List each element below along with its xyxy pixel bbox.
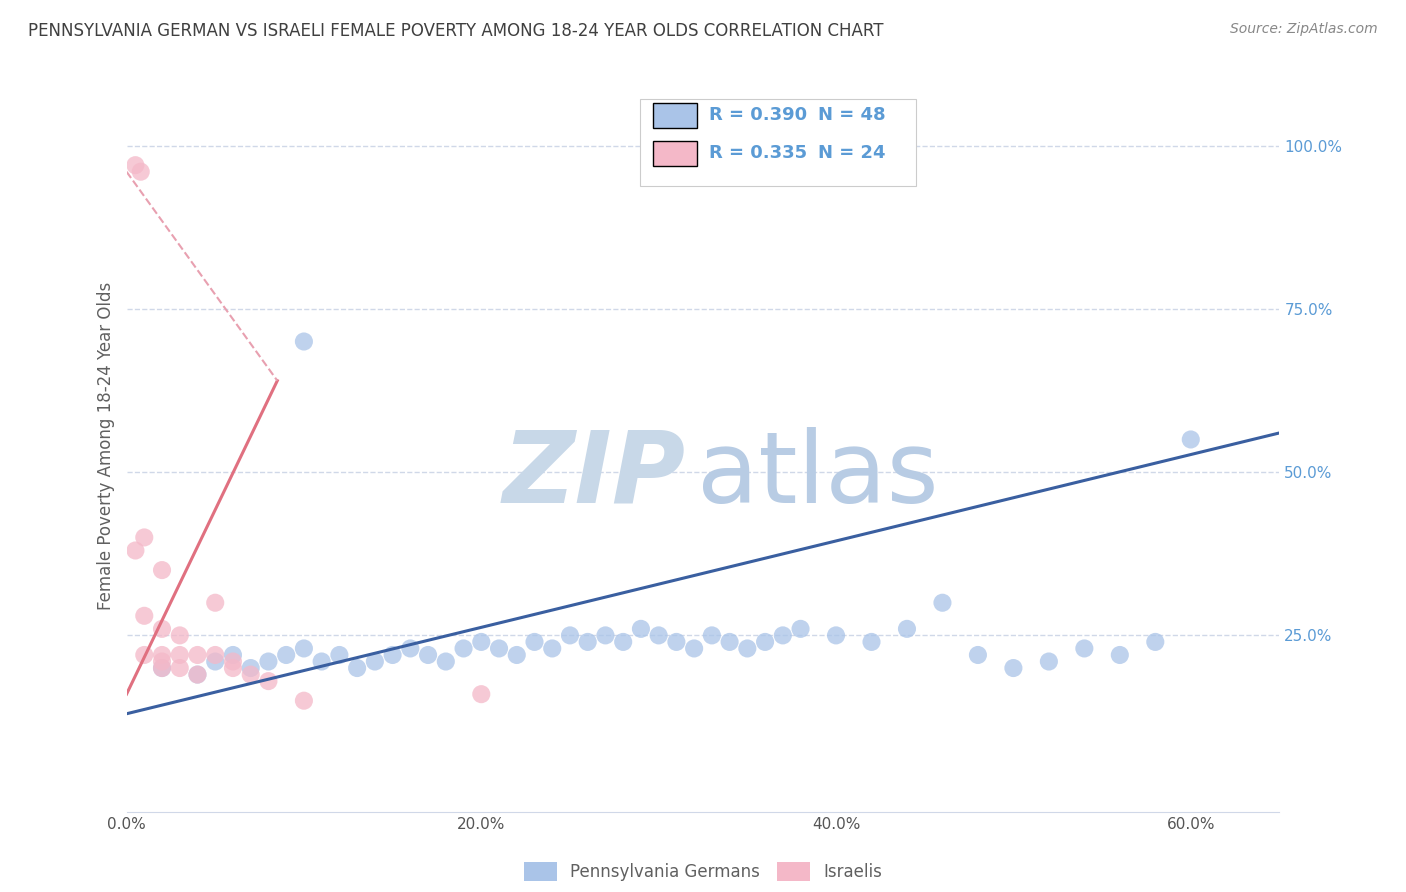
- Point: [328, 648, 350, 662]
- Point: [239, 667, 262, 681]
- Point: [124, 158, 146, 172]
- Point: [257, 674, 280, 689]
- Point: [364, 655, 387, 669]
- Text: R = 0.390: R = 0.390: [709, 105, 807, 124]
- Point: [134, 608, 156, 623]
- Point: [665, 635, 688, 649]
- Point: [737, 641, 759, 656]
- Point: [595, 628, 617, 642]
- Point: [718, 635, 741, 649]
- Point: [1180, 433, 1202, 447]
- Point: [169, 648, 191, 662]
- Point: [1108, 648, 1130, 662]
- Point: [311, 655, 333, 669]
- Point: [204, 655, 226, 669]
- Text: N = 24: N = 24: [818, 144, 886, 161]
- Text: atlas: atlas: [697, 426, 939, 524]
- Point: [129, 165, 152, 179]
- Point: [453, 641, 475, 656]
- Point: [488, 641, 510, 656]
- Point: [239, 661, 262, 675]
- Text: N = 48: N = 48: [818, 105, 886, 124]
- Point: [630, 622, 652, 636]
- Point: [292, 694, 315, 708]
- FancyBboxPatch shape: [640, 99, 917, 186]
- Point: [292, 334, 315, 349]
- Point: [150, 648, 173, 662]
- Point: [470, 687, 492, 701]
- Point: [276, 648, 298, 662]
- Point: [1038, 655, 1060, 669]
- Point: [150, 622, 173, 636]
- Point: [257, 655, 280, 669]
- Point: [612, 635, 634, 649]
- Legend: Pennsylvania Germans, Israelis: Pennsylvania Germans, Israelis: [517, 855, 889, 888]
- Point: [186, 667, 208, 681]
- Point: [1144, 635, 1167, 649]
- Point: [169, 661, 191, 675]
- Point: [772, 628, 794, 642]
- Point: [150, 563, 173, 577]
- Point: [399, 641, 422, 656]
- Point: [222, 661, 245, 675]
- Point: [647, 628, 669, 642]
- Point: [541, 641, 564, 656]
- Point: [150, 661, 173, 675]
- Point: [124, 543, 146, 558]
- Point: [523, 635, 546, 649]
- FancyBboxPatch shape: [654, 103, 697, 128]
- Point: [576, 635, 599, 649]
- Point: [416, 648, 439, 662]
- Point: [134, 530, 156, 544]
- Point: [931, 596, 953, 610]
- Point: [967, 648, 990, 662]
- Text: Source: ZipAtlas.com: Source: ZipAtlas.com: [1230, 22, 1378, 37]
- Point: [204, 596, 226, 610]
- Point: [134, 648, 156, 662]
- Point: [825, 628, 848, 642]
- FancyBboxPatch shape: [654, 141, 697, 166]
- Point: [381, 648, 404, 662]
- Y-axis label: Female Poverty Among 18-24 Year Olds: Female Poverty Among 18-24 Year Olds: [97, 282, 115, 610]
- Point: [204, 648, 226, 662]
- Point: [558, 628, 581, 642]
- Point: [292, 641, 315, 656]
- Point: [186, 648, 208, 662]
- Point: [683, 641, 706, 656]
- Text: R = 0.335: R = 0.335: [709, 144, 807, 161]
- Point: [470, 635, 492, 649]
- Point: [169, 628, 191, 642]
- Point: [346, 661, 368, 675]
- Text: ZIP: ZIP: [503, 426, 686, 524]
- Point: [150, 655, 173, 669]
- Point: [1073, 641, 1095, 656]
- Text: PENNSYLVANIA GERMAN VS ISRAELI FEMALE POVERTY AMONG 18-24 YEAR OLDS CORRELATION : PENNSYLVANIA GERMAN VS ISRAELI FEMALE PO…: [28, 22, 883, 40]
- Point: [150, 661, 173, 675]
- Point: [222, 655, 245, 669]
- Point: [186, 667, 208, 681]
- Point: [860, 635, 883, 649]
- Point: [896, 622, 918, 636]
- Point: [700, 628, 723, 642]
- Point: [434, 655, 457, 669]
- Point: [506, 648, 529, 662]
- Point: [222, 648, 245, 662]
- Point: [1002, 661, 1025, 675]
- Point: [754, 635, 776, 649]
- Point: [789, 622, 811, 636]
